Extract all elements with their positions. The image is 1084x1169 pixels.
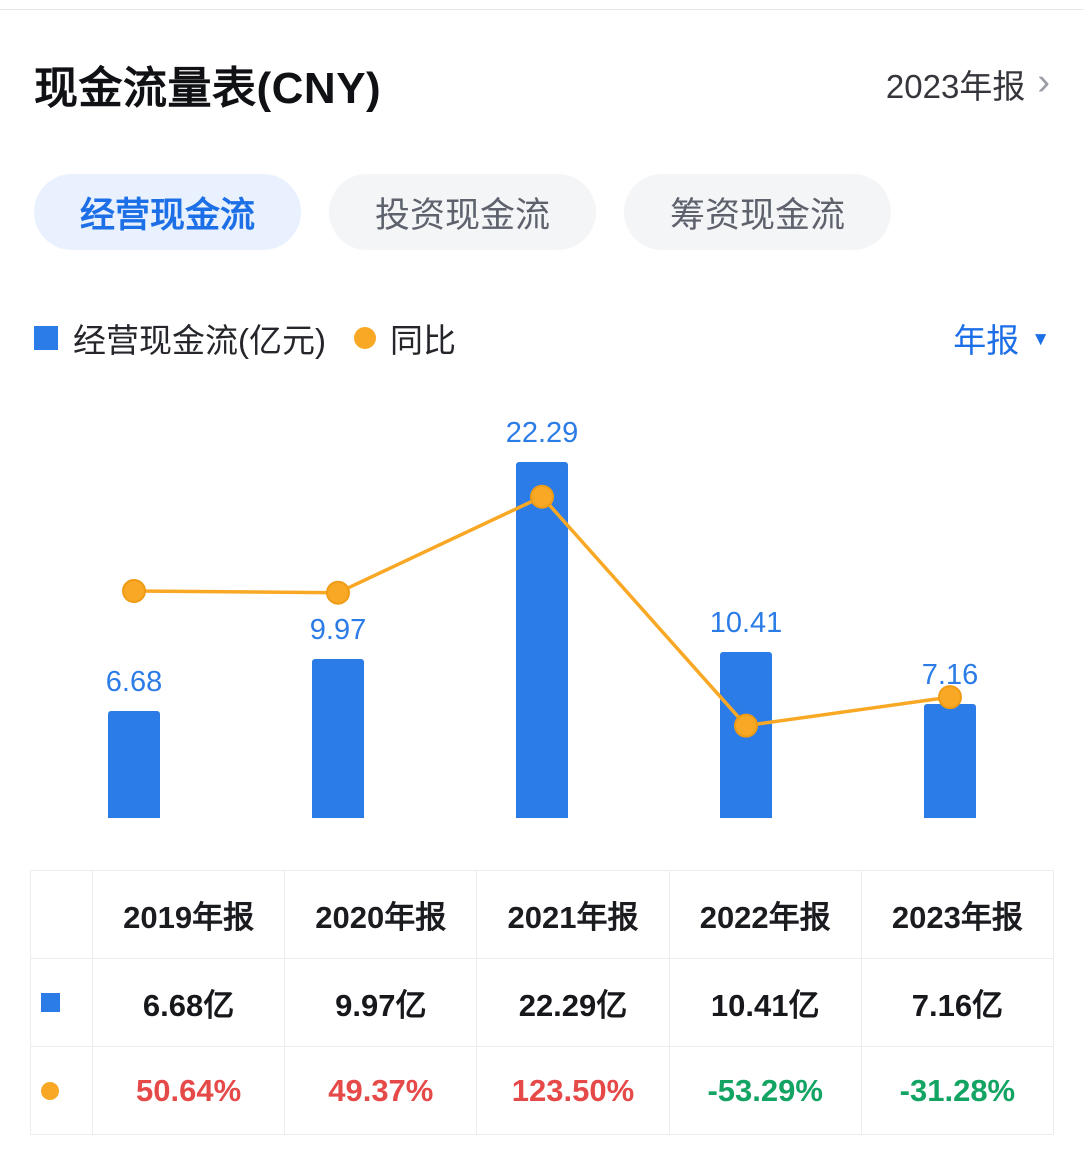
cash-flow-tabs: 经营现金流 投资现金流 筹资现金流	[0, 174, 1084, 250]
report-frequency-label: 年报	[953, 322, 1020, 359]
chart-bar-2020年报[interactable]	[312, 658, 364, 818]
yoy-line	[133, 494, 951, 728]
table-cell: 9.97亿	[285, 959, 478, 1047]
table-cell-yoy: 50.64%	[93, 1047, 286, 1135]
chart-bar-value-label: 9.97	[309, 613, 367, 646]
table-corner-cell	[31, 871, 93, 959]
bar-series-icon	[41, 993, 60, 1012]
yoy-line-point[interactable]	[938, 685, 962, 710]
line-series-legend-icon	[353, 327, 376, 349]
cash-flow-chart: 6.68 9.97 22.29 10.41 7.16	[32, 398, 1052, 818]
chart-bar-2019年报[interactable]	[108, 711, 160, 818]
chevron-down-icon: ▼	[1031, 329, 1050, 350]
table-column-header: 2022年报	[669, 871, 862, 959]
data-table: 2019年报 2020年报 2021年报 2022年报 2023年报 6.68亿…	[30, 870, 1054, 1135]
top-divider	[0, 9, 1084, 10]
table-column-header: 2020年报	[285, 871, 478, 959]
report-frequency-dropdown[interactable]: 年报 ▼	[953, 314, 1050, 362]
chart-bar-value-label: 22.29	[505, 417, 579, 449]
yoy-line-point[interactable]	[326, 580, 350, 605]
line-series-icon	[41, 1081, 59, 1100]
bar-series-legend-icon	[34, 326, 58, 350]
chart-bar-2021年报[interactable]	[516, 462, 568, 818]
table-row-icon-cell	[31, 959, 93, 1047]
chevron-right-icon: ›	[1037, 60, 1050, 103]
table-cell: 10.41亿	[669, 959, 862, 1047]
table-cell-yoy: -53.29%	[669, 1047, 862, 1135]
legend-row: 经营现金流(亿元) 同比 年报 ▼	[0, 314, 1084, 362]
page-title: 现金流量表(CNY)	[34, 64, 382, 113]
table-column-header: 2021年报	[477, 871, 670, 959]
table-cell: 6.68亿	[93, 959, 286, 1047]
table-cell: 7.16亿	[861, 959, 1054, 1047]
chart-bar-2023年报[interactable]	[924, 703, 976, 818]
table-column-header: 2023年报	[861, 871, 1054, 959]
table-cell-yoy: 123.50%	[477, 1047, 670, 1135]
card-header: 现金流量表(CNY) 2023年报 ›	[0, 52, 1084, 116]
tab-operating-cash-flow[interactable]: 经营现金流	[34, 174, 302, 250]
chart-bar-value-label: 6.68	[105, 666, 163, 699]
chart-legend: 经营现金流(亿元) 同比	[34, 314, 456, 362]
table-cell-yoy: 49.37%	[285, 1047, 478, 1135]
yoy-line-overlay	[122, 484, 962, 738]
chart-bar-value-label: 10.41	[709, 606, 783, 639]
line-series-legend-label: 同比	[389, 322, 456, 359]
table-column-header: 2019年报	[93, 871, 286, 959]
table-row-icon-cell	[31, 1047, 93, 1135]
report-period-selector[interactable]: 2023年报 ›	[886, 60, 1050, 108]
tab-investing-cash-flow[interactable]: 投资现金流	[329, 174, 597, 250]
tab-financing-cash-flow[interactable]: 筹资现金流	[624, 174, 892, 250]
table-cell-yoy: -31.28%	[861, 1047, 1054, 1135]
yoy-line-point[interactable]	[734, 713, 758, 738]
yoy-line-point[interactable]	[530, 484, 554, 509]
table-cell: 22.29亿	[477, 959, 670, 1047]
yoy-line-point[interactable]	[122, 579, 146, 603]
report-period-label: 2023年报	[885, 68, 1026, 105]
bar-series-legend-label: 经营现金流(亿元)	[73, 322, 326, 359]
